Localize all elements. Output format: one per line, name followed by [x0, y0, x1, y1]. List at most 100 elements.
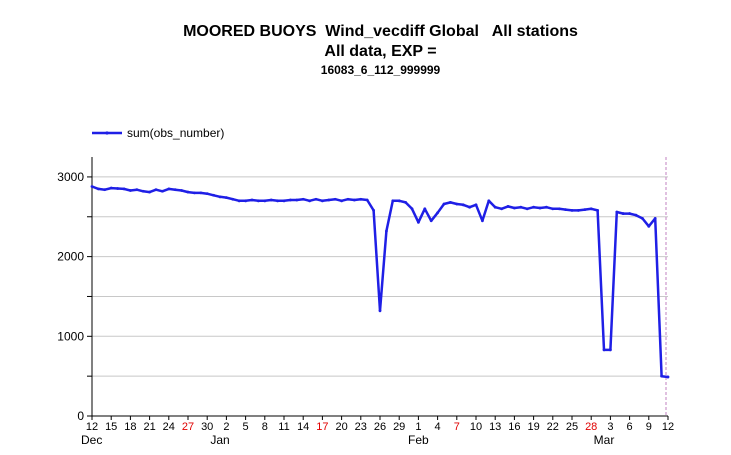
x-tick-label: 28: [585, 421, 597, 433]
month-label: Jan: [210, 433, 229, 447]
data-point: [634, 213, 638, 217]
data-point: [231, 197, 235, 201]
data-point: [321, 199, 324, 203]
data-point: [436, 211, 439, 215]
data-point: [353, 198, 356, 202]
data-point: [513, 206, 516, 210]
data-point: [269, 198, 273, 202]
data-point: [154, 188, 158, 192]
x-tick-label: 13: [489, 421, 501, 433]
data-point: [545, 205, 548, 209]
data-point: [609, 348, 612, 352]
x-tick-label: 3: [607, 421, 613, 433]
data-point: [532, 205, 535, 209]
x-tick-label: 26: [374, 421, 386, 433]
x-tick-label: 6: [627, 421, 633, 433]
data-point: [455, 202, 459, 206]
data-point: [461, 203, 465, 207]
data-point: [557, 207, 561, 211]
chart-subtitle: All data, EXP =: [324, 43, 437, 60]
data-point: [148, 190, 152, 194]
data-point: [538, 206, 542, 210]
data-point: [506, 205, 510, 208]
data-point: [199, 191, 203, 195]
data-point: [295, 198, 299, 202]
x-tick-label: 12: [86, 421, 98, 433]
data-point: [551, 207, 555, 211]
x-tick-label: 30: [201, 421, 213, 433]
data-point: [570, 208, 574, 212]
data-point: [525, 207, 529, 211]
x-tick-label: 15: [105, 421, 117, 433]
data-point: [257, 199, 260, 203]
x-tick-label: 22: [547, 421, 559, 433]
data-point: [564, 208, 567, 211]
x-tick-label: 12: [662, 421, 674, 433]
data-point: [186, 190, 190, 194]
data-point: [410, 207, 414, 211]
x-tick-label: 4: [435, 421, 441, 433]
x-tick-label: 17: [316, 421, 328, 433]
data-point: [250, 198, 254, 202]
plot-area: [90, 157, 670, 416]
x-tick-label: 7: [454, 421, 460, 433]
x-tick-label: 19: [527, 421, 539, 433]
x-tick-label: 27: [182, 421, 194, 433]
x-tick-label: 2: [223, 421, 229, 433]
data-point: [109, 186, 113, 190]
data-point: [641, 216, 644, 220]
x-tick-label: 29: [393, 421, 405, 433]
x-tick-label: 24: [163, 421, 175, 433]
data-point: [116, 187, 119, 190]
month-label: Feb: [408, 433, 429, 447]
data-point: [333, 197, 337, 201]
x-tick-label: 16: [508, 421, 520, 433]
x-tick-label: 10: [470, 421, 482, 433]
y-tick-label: 3000: [57, 170, 84, 184]
x-tick-label: 23: [355, 421, 367, 433]
month-label: Dec: [81, 433, 102, 447]
data-point: [237, 199, 241, 203]
x-tick-label: 25: [566, 421, 578, 433]
y-tick-label: 0: [77, 409, 84, 423]
data-point: [602, 348, 606, 352]
data-point: [589, 207, 593, 211]
y-tick-label: 2000: [57, 250, 84, 264]
chart-title: MOORED BUOYS Wind_vecdiff Global All sta…: [183, 23, 578, 40]
data-point: [180, 189, 184, 192]
x-tick-label: 8: [262, 421, 268, 433]
data-point: [301, 197, 305, 201]
data-point: [372, 208, 375, 212]
x-tick-label: 21: [143, 421, 155, 433]
data-point: [385, 229, 388, 233]
data-point: [615, 210, 619, 214]
data-point: [666, 375, 670, 379]
data-point: [481, 219, 484, 223]
data-point: [218, 195, 222, 199]
y-axis: 0 1000 2000 3000: [57, 157, 93, 423]
data-point: [365, 198, 369, 202]
data-point: [276, 199, 279, 203]
data-point: [282, 199, 286, 203]
data-point: [417, 220, 420, 224]
data-point: [161, 189, 164, 193]
data-point: [205, 192, 209, 196]
data-point: [97, 187, 100, 191]
data-point: [103, 188, 107, 192]
data-point: [583, 208, 587, 211]
data-point: [404, 201, 407, 204]
data-point: [141, 189, 145, 193]
data-point: [519, 205, 523, 209]
data-point: [653, 216, 657, 220]
data-point: [621, 212, 625, 215]
y-tick-label: 1000: [57, 329, 84, 343]
data-point: [577, 208, 580, 212]
chart-title-block: MOORED BUOYS Wind_vecdiff Global All sta…: [0, 22, 731, 78]
data-point: [212, 193, 216, 197]
grid-lines: [92, 176, 668, 377]
data-point: [173, 188, 177, 192]
data-point: [129, 189, 132, 192]
data-point: [289, 198, 292, 202]
data-point: [327, 198, 331, 202]
